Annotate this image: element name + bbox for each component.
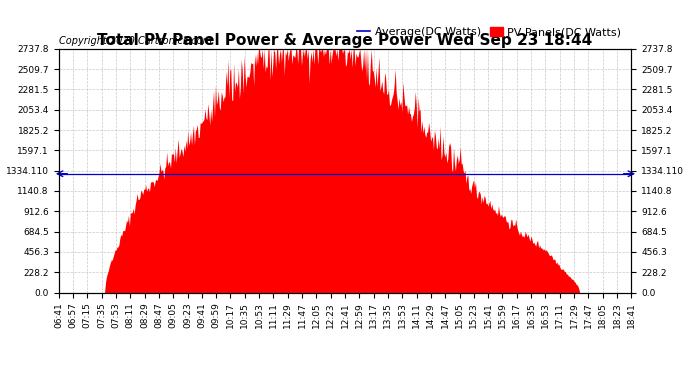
Text: Copyright 2020 Cartronics.com: Copyright 2020 Cartronics.com (59, 36, 212, 46)
Title: Total PV Panel Power & Average Power Wed Sep 23 18:44: Total PV Panel Power & Average Power Wed… (97, 33, 593, 48)
Legend: Average(DC Watts), PV Panels(DC Watts): Average(DC Watts), PV Panels(DC Watts) (353, 22, 626, 42)
